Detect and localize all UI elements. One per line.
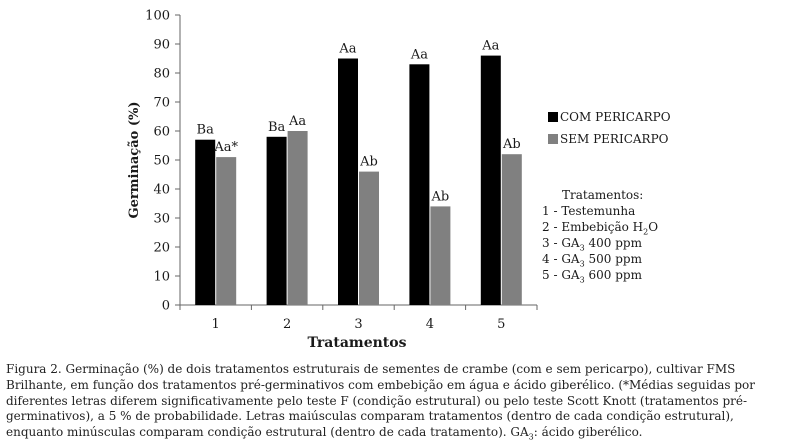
bar-series-2-cat-4 [430,206,451,305]
treatment-item-4: 4 - GA3 500 ppm [542,252,642,269]
bars [195,55,522,305]
x-tick-label: 4 [426,317,434,332]
y-axis: 0 10 20 30 40 50 60 70 80 90 100 [145,9,181,314]
x-axis-label: Tratamentos [308,335,407,351]
y-tick-label: 90 [153,38,170,53]
treatment-item-3: 3 - GA3 400 ppm [542,236,642,253]
bar-label: Ba [268,120,286,135]
legend-item-sem-pericarpo: SEM PERICARPO [548,128,671,150]
legend-swatch-com-pericarpo [548,112,558,122]
bar-label: Aa [338,42,356,57]
bar-label: Aa [410,47,428,62]
y-tick-label: 70 [153,96,170,111]
bar-series-2-cat-3 [359,171,379,305]
y-tick-label: 80 [153,67,170,82]
legend-label-sem-pericarpo: SEM PERICARPO [560,132,669,146]
y-tick-label: 0 [162,299,170,314]
treatments-title: Tratamentos: [562,188,644,202]
bar-series-1-cat-1 [195,139,216,305]
bar-label: Ba [197,123,215,138]
legend-item-com-pericarpo: COM PERICARPO [548,106,671,128]
bar-series-2-cat-1 [216,157,237,305]
figure-caption: Figura 2. Germinação (%) de dois tratame… [6,362,755,442]
y-tick-label: 20 [153,241,170,256]
legend: COM PERICARPO SEM PERICARPO [548,106,671,150]
treatment-item-1: 1 - Testemunha [542,204,636,218]
x-axis: 1 2 3 4 5 [179,304,538,332]
bar-label: Aa* [213,140,238,155]
y-tick-label: 40 [153,183,170,198]
y-tick-label: 60 [153,125,170,140]
treatments-key: Tratamentos: 1 - Testemunha 2 - Embebiçã… [542,187,659,285]
bar-label: Aa [288,114,306,129]
x-tick-label: 5 [497,317,505,332]
treatment-item-5: 5 - GA3 600 ppm [542,268,642,285]
x-tick-label: 2 [283,317,291,332]
legend-swatch-sem-pericarpo [548,134,558,144]
bar-series-2-cat-2 [287,131,308,305]
x-tick-label: 1 [212,317,220,332]
treatment-item-2: 2 - Embebição H2O [542,220,659,237]
y-tick-label: 100 [145,9,170,24]
y-axis-label: Germinação (%) [127,102,142,219]
bar-label: Ab [431,189,450,204]
bar-series-1-cat-5 [480,55,501,305]
y-tick-label: 50 [153,154,170,169]
bar-label: Ab [359,155,378,170]
bar-label: Aa [481,39,499,54]
y-tick-label: 10 [153,270,170,285]
legend-label-com-pericarpo: COM PERICARPO [560,110,671,124]
bar-series-1-cat-2 [266,136,287,305]
bar-series-1-cat-3 [338,58,358,305]
bar-series-1-cat-4 [409,64,430,305]
bar-label: Ab [502,137,521,152]
bar-series-2-cat-5 [501,154,522,305]
x-tick-label: 3 [354,317,362,332]
y-tick-label: 30 [153,212,170,227]
